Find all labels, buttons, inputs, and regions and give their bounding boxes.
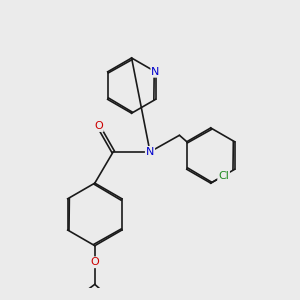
Text: N: N bbox=[146, 147, 154, 157]
Text: Cl: Cl bbox=[218, 171, 229, 181]
Text: O: O bbox=[94, 121, 103, 131]
Text: N: N bbox=[151, 67, 160, 77]
Text: O: O bbox=[90, 257, 99, 267]
